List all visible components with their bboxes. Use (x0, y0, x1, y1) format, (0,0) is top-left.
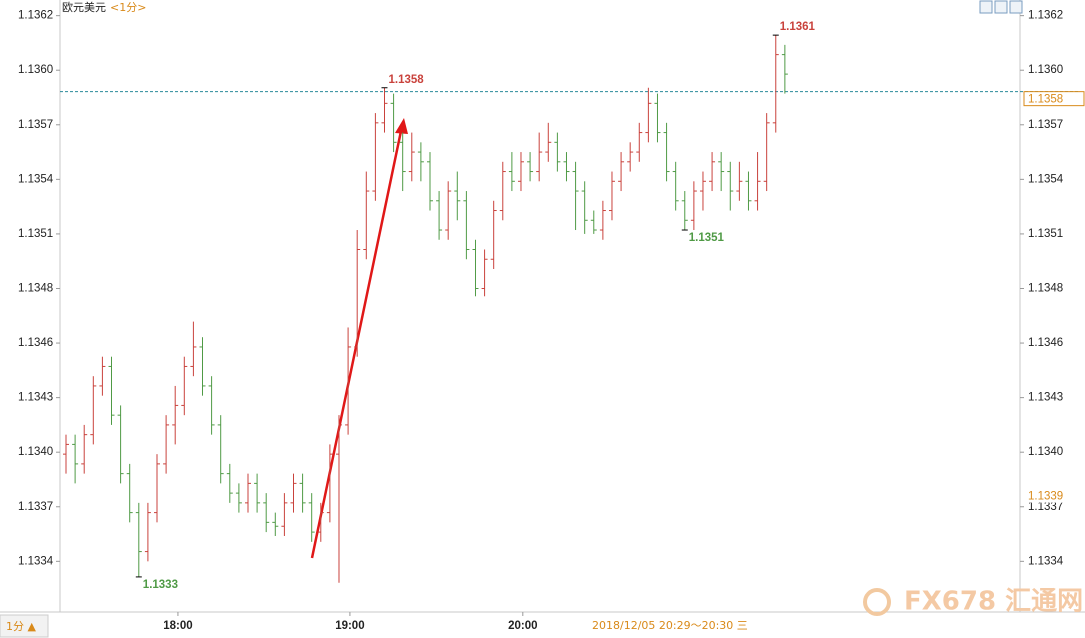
extreme-label: 1.1351 (689, 232, 725, 244)
period: <1分> (110, 1, 146, 14)
y-tick-label: 1.1343 (1028, 392, 1063, 404)
x-tick-label: 20:00 (508, 620, 537, 632)
tool-button[interactable] (979, 0, 993, 14)
toolbar[interactable] (979, 0, 1023, 14)
symbol: 欧元美元 (62, 1, 106, 14)
y-tick-label: 1.1334 (1028, 555, 1064, 567)
watermark-logo (863, 588, 891, 616)
y-tick-label: 1.1360 (1028, 64, 1063, 76)
trend-arrow (310, 130, 403, 559)
y-tick-label: 1.1362 (18, 10, 53, 22)
y-tick-label: 1.1337 (18, 501, 53, 513)
watermark: FX678 汇通网 (904, 587, 1083, 617)
time-range: 2018/12/05 20:29～20:30 三 (592, 619, 748, 632)
y-tick-label: 1.1340 (18, 446, 53, 458)
x-tick-label: 19:00 (335, 620, 364, 632)
price-box (1023, 91, 1085, 107)
y-tick-label: 1.1351 (1028, 228, 1063, 240)
y-tick-label: 1.1346 (18, 337, 53, 349)
y-tick-label: 1.1357 (1028, 119, 1063, 131)
arrow-head (395, 118, 408, 134)
x-tick-label: 18:00 (163, 620, 192, 632)
y-tick-label: 1.1354 (1028, 173, 1064, 185)
period-selector[interactable]: 1分 ▲ (6, 620, 36, 633)
extreme-label: 1.1333 (143, 579, 178, 591)
y-tick-label: 1.1351 (18, 228, 53, 240)
price-label: 1.1358 (1028, 94, 1063, 106)
tool-button[interactable] (1009, 0, 1023, 14)
y-tick-label: 1.1334 (18, 555, 54, 567)
y-tick-label: 1.1346 (1028, 337, 1063, 349)
y-tick-label: 1.1354 (18, 173, 54, 185)
y-tick-label: 1.1360 (18, 64, 53, 76)
y-tick-label: 1.1357 (18, 119, 53, 131)
price-label: 1.1339 (1028, 491, 1063, 503)
y-tick-label: 1.1340 (1028, 446, 1063, 458)
tool-button[interactable] (994, 0, 1008, 14)
y-tick-label: 1.1348 (1028, 283, 1063, 295)
price-box (1024, 488, 1084, 503)
extreme-label: 1.1358 (388, 74, 424, 86)
y-tick-label: 1.1348 (18, 283, 53, 295)
period-box[interactable] (0, 614, 49, 638)
y-tick-label: 1.1337 (1028, 501, 1063, 513)
extreme-label: 1.1361 (780, 21, 816, 33)
y-tick-label: 1.1362 (1028, 10, 1063, 22)
y-tick-label: 1.1343 (18, 392, 53, 404)
